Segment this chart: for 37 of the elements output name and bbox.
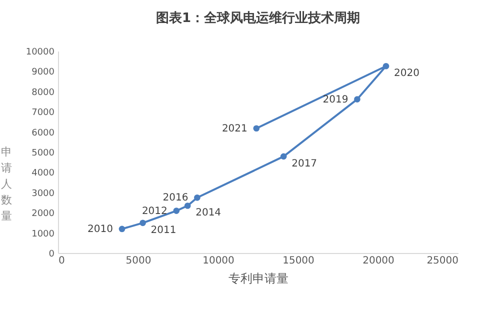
annotation: 2011 bbox=[150, 224, 176, 236]
point bbox=[382, 62, 390, 70]
point bbox=[280, 153, 287, 160]
y-tick-label: 1000 bbox=[32, 229, 55, 240]
point bbox=[140, 220, 146, 226]
y-axis-title: 申请人数量 bbox=[1, 146, 12, 222]
annotation: 2021 bbox=[222, 123, 248, 134]
point bbox=[118, 226, 126, 232]
x-tick-label: 20000 bbox=[362, 256, 394, 266]
y-tick-label: 9000 bbox=[32, 68, 55, 78]
x-tick-label: 5000 bbox=[126, 256, 152, 266]
annotation: 2010 bbox=[88, 224, 113, 235]
point bbox=[354, 96, 360, 102]
annotation: 2019 bbox=[322, 94, 348, 106]
y-tick-label: 7000 bbox=[32, 108, 55, 118]
annotation: 2012 bbox=[142, 206, 168, 217]
annotation: 2016 bbox=[162, 192, 188, 204]
point bbox=[173, 208, 180, 214]
annotation: 2014 bbox=[196, 208, 222, 219]
x-tick-label: 0 bbox=[58, 256, 65, 266]
point bbox=[253, 125, 260, 132]
y-tick-label: 2000 bbox=[32, 209, 55, 220]
annotation: 2020 bbox=[394, 68, 420, 80]
annotation: 2017 bbox=[292, 158, 318, 170]
x-tick-label: 25000 bbox=[426, 256, 458, 266]
chart-title: 图表1：全球风电运维行业技术周期 bbox=[156, 10, 360, 26]
y-tick-label: 6000 bbox=[32, 128, 55, 138]
y-tick-label: 8000 bbox=[32, 88, 55, 98]
point bbox=[194, 194, 200, 201]
x-tick-label: 10000 bbox=[202, 256, 234, 266]
x-tick-label: 15000 bbox=[282, 256, 314, 266]
x-axis-title: 专利申请量 bbox=[228, 272, 288, 286]
y-tick-label: 10000 bbox=[26, 48, 55, 58]
y-tick-label: 4000 bbox=[32, 168, 55, 179]
point bbox=[184, 202, 191, 209]
y-tick-label: 5000 bbox=[32, 148, 55, 158]
y-tick-label: 3000 bbox=[32, 188, 55, 199]
